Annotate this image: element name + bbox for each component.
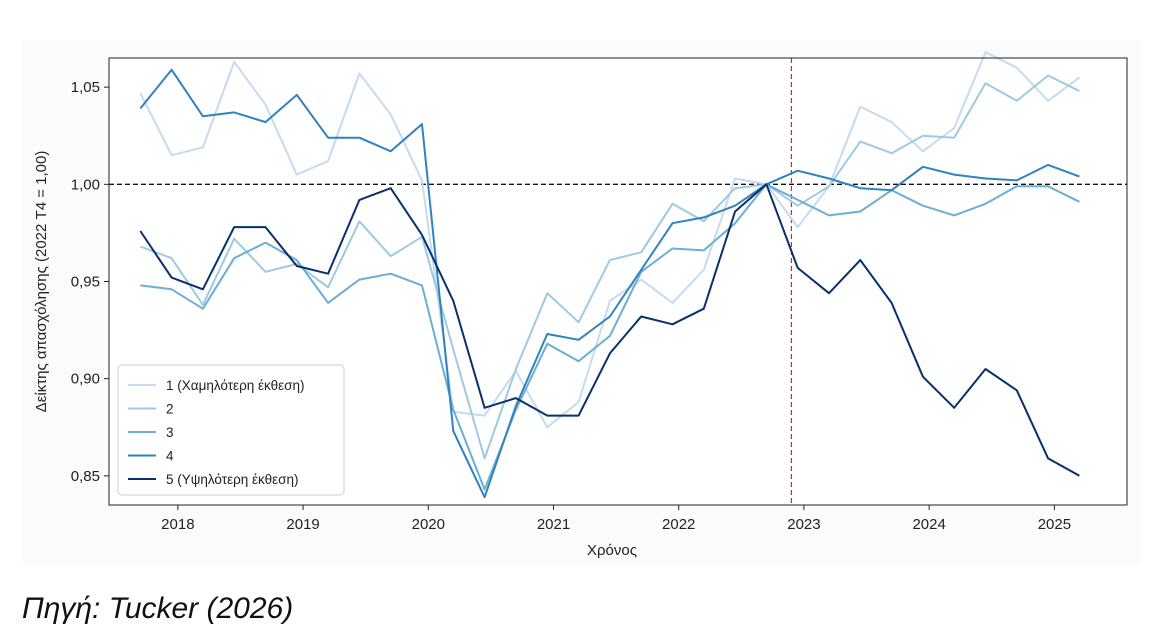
x-tick-label: 2023 xyxy=(787,516,820,533)
axes: 0,85 0,90 0,95 1,00 1,05 2018 2019 2020 2021 2022… xyxy=(33,57,1128,559)
x-tick-label: 2025 xyxy=(1038,516,1071,533)
x-tick-label: 2024 xyxy=(912,516,945,533)
x-tick-label: 2022 xyxy=(662,516,695,533)
series-lines xyxy=(139,51,1080,499)
y-tick-label: 0,85 xyxy=(71,468,100,485)
legend-box xyxy=(117,364,345,496)
legend-label-3: 3 xyxy=(166,425,174,440)
legend-label-4: 4 xyxy=(166,449,174,464)
legend: 1 (Χαμηλότερη έκθεση) 2 3 4 5 (Υψηλότερη έκθ… xyxy=(117,364,345,496)
series-line-5 xyxy=(139,183,1080,477)
x-tick-label: 2018 xyxy=(161,516,194,533)
series-line-2 xyxy=(139,74,1080,460)
series-line-1 xyxy=(139,51,1080,429)
legend-label-2: 2 xyxy=(166,402,174,417)
x-tick-label: 2019 xyxy=(286,516,319,533)
y-tick-label: 0,95 xyxy=(71,274,100,291)
x-tick-label: 2021 xyxy=(537,516,570,533)
legend-label-1: 1 (Χαμηλότερη έκθεση) xyxy=(166,378,304,393)
y-tick-label: 1,00 xyxy=(71,176,100,193)
series-line-4 xyxy=(139,68,1080,499)
line-chart: 0,85 0,90 0,95 1,00 1,05 2018 2019 2020 2021 2022… xyxy=(33,51,1128,559)
x-axis-label: Χρόνος xyxy=(587,542,637,559)
y-tick-label: 1,05 xyxy=(71,79,100,96)
chart-container: 0,85 0,90 0,95 1,00 1,05 2018 2019 2020 2021 2022… xyxy=(22,40,1140,565)
series-line-3 xyxy=(140,183,1080,491)
y-axis-label: Δείκτης απασχόλησης (2022 T4 = 1,00) xyxy=(33,151,50,413)
source-note: Πηγή: Tucker (2026) xyxy=(22,592,294,625)
legend-label-5: 5 (Υψηλότερη έκθεση) xyxy=(166,472,299,487)
y-tick-label: 0,90 xyxy=(71,371,100,388)
x-tick-label: 2020 xyxy=(412,516,445,533)
